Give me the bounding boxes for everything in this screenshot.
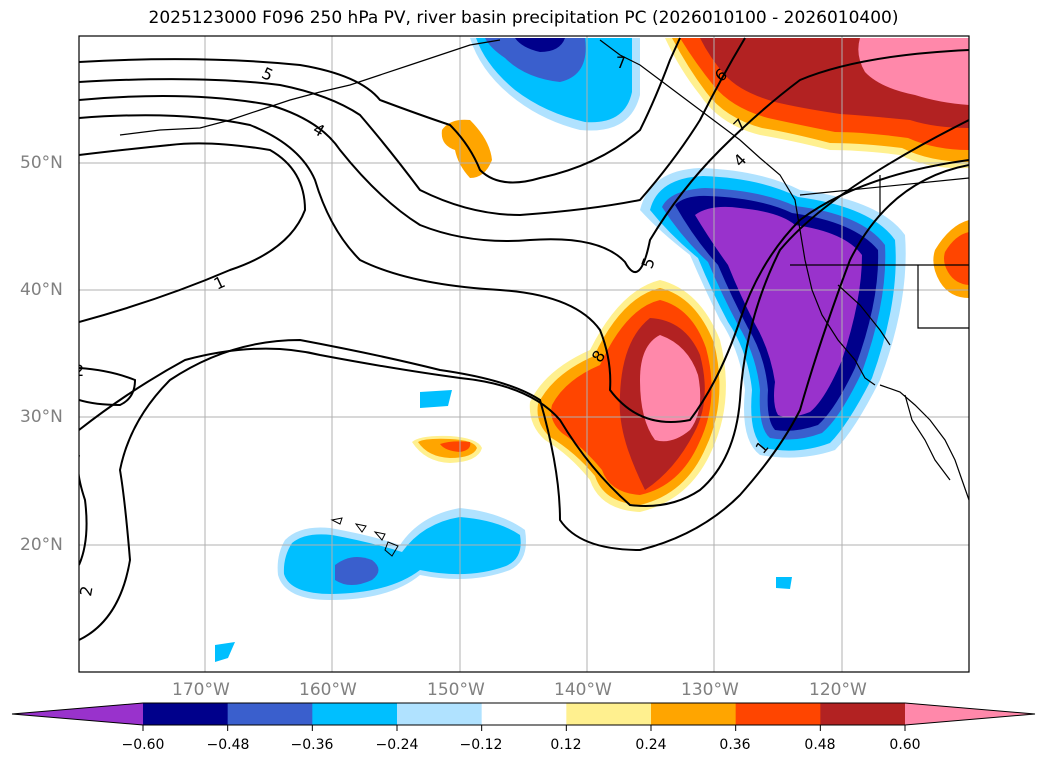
lat-label-30n: 30°N bbox=[20, 407, 63, 427]
lon-label-170w: 170°W bbox=[172, 680, 230, 700]
colorbar-tick-label: −0.36 bbox=[290, 737, 334, 753]
lon-label-140w: 140°W bbox=[554, 680, 612, 700]
colorbar-segment bbox=[143, 703, 229, 725]
colorbar bbox=[11, 702, 1036, 731]
lat-label-50n: 50°N bbox=[20, 153, 63, 173]
map-title: 2025123000 F096 250 hPa PV, river basin … bbox=[148, 8, 899, 28]
colorbar-tick-label: −0.60 bbox=[121, 737, 165, 753]
contour-label: 2 bbox=[76, 584, 96, 597]
colorbar-segment bbox=[566, 703, 652, 725]
plot-frame bbox=[78, 35, 970, 673]
colorbar-segment bbox=[820, 703, 906, 725]
lon-label-160w: 160°W bbox=[299, 680, 357, 700]
coastlines bbox=[119, 39, 969, 501]
negative-anomaly-hawaii bbox=[215, 390, 792, 662]
lon-label-150w: 150°W bbox=[427, 680, 485, 700]
pv-contours bbox=[79, 37, 969, 641]
positive-anomaly-east-pacific bbox=[529, 280, 726, 512]
colorbar-segment bbox=[397, 703, 483, 725]
colorbar-min-extend bbox=[12, 703, 143, 725]
lat-label-20n: 20°N bbox=[20, 535, 63, 555]
colorbar-tick-label: 0.36 bbox=[719, 737, 751, 753]
colorbar-segment bbox=[735, 703, 821, 725]
colorbar-tick-label: −0.12 bbox=[459, 737, 503, 753]
lon-label-130w: 130°W bbox=[681, 680, 739, 700]
contour-label: 2 bbox=[74, 361, 84, 380]
lat-label-40n: 40°N bbox=[20, 280, 63, 300]
negative-anomaly-west-coast bbox=[640, 168, 906, 458]
colorbar-segment bbox=[227, 703, 313, 725]
colorbar-max-extend bbox=[905, 703, 1035, 725]
colorbar-tick-label: 0.24 bbox=[635, 737, 667, 753]
lon-label-120w: 120°W bbox=[809, 680, 867, 700]
colorbar-tick-label: 0.12 bbox=[550, 737, 582, 753]
colorbar-tick-label: 0.48 bbox=[804, 737, 836, 753]
negative-anomaly-north-gulf bbox=[470, 38, 640, 131]
positive-anomaly-northeast bbox=[665, 38, 969, 169]
graticule bbox=[79, 36, 969, 672]
contour-label: 7 bbox=[616, 53, 626, 72]
colorbar-tick-label: 0.60 bbox=[889, 737, 921, 753]
colorbar-tick-label: −0.24 bbox=[375, 737, 419, 753]
colorbar-segment bbox=[481, 703, 567, 725]
colorbar-tick-label: −0.48 bbox=[206, 737, 250, 753]
hawaii-islands bbox=[330, 517, 399, 557]
colorbar-segment bbox=[312, 703, 398, 725]
colorbar-segment bbox=[651, 703, 737, 725]
